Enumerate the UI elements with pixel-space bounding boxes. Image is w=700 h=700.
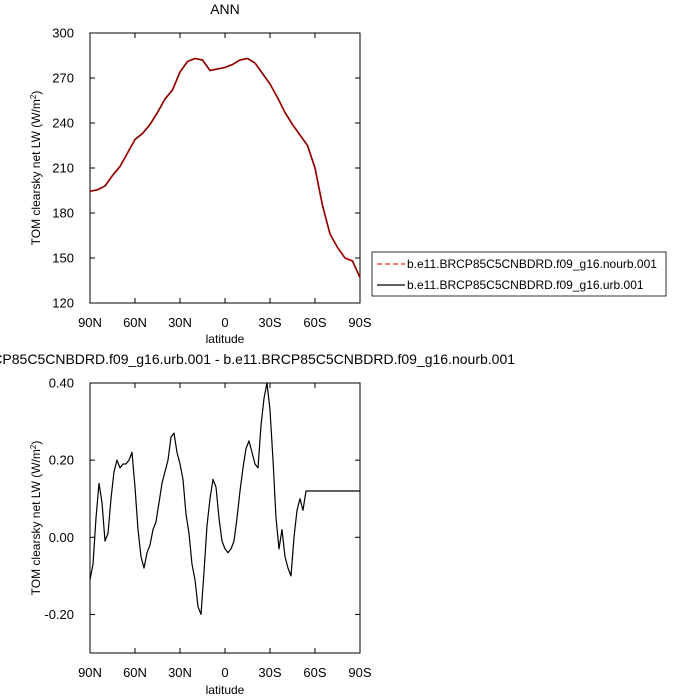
top-y-tick-label: 210 <box>52 161 74 176</box>
top-y-tick-label: 150 <box>52 251 74 266</box>
top-x-ticks: 90N 60N 30N 0 30S 60S 90S <box>78 33 372 330</box>
top-y-tick-label: 120 <box>52 296 74 311</box>
top-x-axis-label: latitude <box>206 332 245 346</box>
bottom-x-tick-label: 60S <box>303 665 326 680</box>
bottom-y-tick-label: 0.00 <box>49 530 74 545</box>
top-x-tick-label: 60S <box>303 315 326 330</box>
bottom-y-tick-label: 0.20 <box>49 453 74 468</box>
legend-box <box>371 251 667 297</box>
bottom-x-tick-label: 30N <box>168 665 192 680</box>
top-series-line-1 <box>89 57 361 278</box>
top-series-lines <box>89 57 361 278</box>
bottom-x-tick-label: 60N <box>123 665 147 680</box>
top-x-tick-label: 0 <box>221 315 228 330</box>
top-y-axis-label: TOM clearsky net LW (W/m2) <box>29 91 44 246</box>
bottom-x-ticks: 90N 60N 30N 0 30S 60S 90S <box>78 383 372 680</box>
legend-label-urb: b.e11.BRCP85C5CNBDRD.f09_g16.urb.001 <box>407 278 644 292</box>
top-x-tick-label: 90S <box>348 315 371 330</box>
top-y-tick-label: 270 <box>52 71 74 86</box>
bottom-series-line-0 <box>89 382 360 616</box>
bottom-series-lines <box>89 382 360 616</box>
bottom-x-tick-label: 90S <box>348 665 371 680</box>
top-series-line-0 <box>89 57 361 278</box>
bottom-y-axis-label: TOM clearsky net LW (W/m2) <box>29 441 44 596</box>
bottom-chart-title: b.e11.BRCP85C5CNBDRD.f09_g16.urb.001 - b… <box>0 351 515 367</box>
top-x-tick-label: 30S <box>258 315 281 330</box>
bottom-x-tick-label: 90N <box>78 665 102 680</box>
legend: b.e11.BRCP85C5CNBDRD.f09_g16.nourb.001 b… <box>371 251 667 297</box>
top-y-ticks: 120 150 180 210 240 270 300 <box>52 26 360 311</box>
top-panel: ANN 120 150 180 210 240 270 300 90N 60N 30N 0 30S 6… <box>29 1 667 346</box>
bottom-panel: b.e11.BRCP85C5CNBDRD.f09_g16.urb.001 - b… <box>0 351 515 697</box>
bottom-y-tick-label: -0.20 <box>44 607 74 622</box>
bottom-x-tick-label: 0 <box>221 665 228 680</box>
top-y-tick-label: 300 <box>52 26 74 41</box>
bottom-y-tick-label: 0.40 <box>49 376 74 391</box>
top-x-tick-label: 60N <box>123 315 147 330</box>
top-chart-title: ANN <box>210 1 240 17</box>
bottom-plot-frame <box>89 382 361 654</box>
top-y-tick-label: 180 <box>52 206 74 221</box>
legend-label-nourb: b.e11.BRCP85C5CNBDRD.f09_g16.nourb.001 <box>407 257 657 271</box>
top-plot-frame <box>89 32 361 304</box>
top-x-tick-label: 90N <box>78 315 102 330</box>
bottom-x-axis-label: latitude <box>206 683 245 697</box>
bottom-y-ticks: -0.20 0.00 0.20 0.40 <box>44 376 360 622</box>
top-y-tick-label: 240 <box>52 116 74 131</box>
top-x-tick-label: 30N <box>168 315 192 330</box>
bottom-x-tick-label: 30S <box>258 665 281 680</box>
